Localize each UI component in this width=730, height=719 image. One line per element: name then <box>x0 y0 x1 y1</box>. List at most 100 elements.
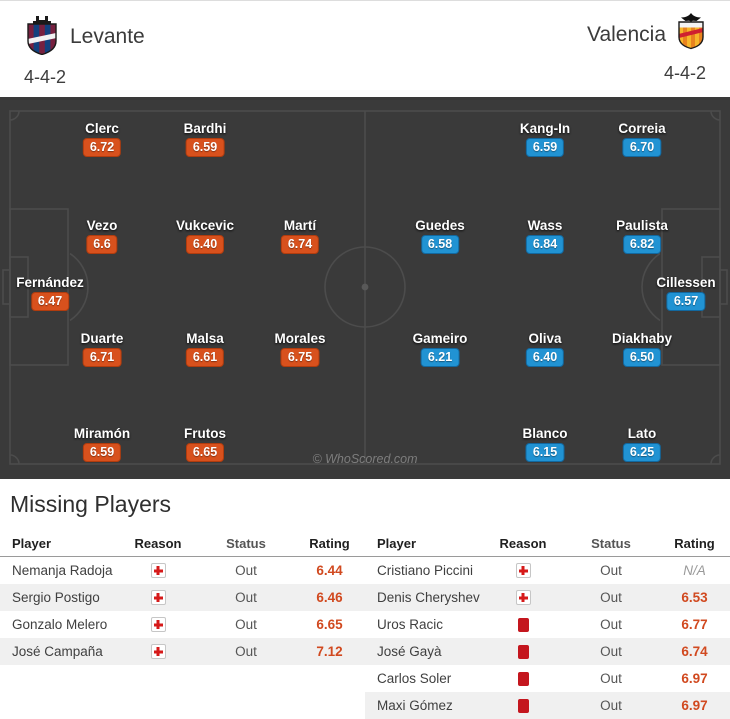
player-rating-badge: 6.75 <box>280 348 320 367</box>
levante-logo-icon[interactable] <box>24 13 60 60</box>
status-cell: Out <box>235 617 257 632</box>
player-marker[interactable]: Martí 6.74 <box>280 218 320 254</box>
player-rating-badge: 6.21 <box>420 348 460 367</box>
player-name: Frutos <box>184 426 226 441</box>
player-name: Vezo <box>86 218 118 233</box>
player-marker[interactable]: Wass 6.84 <box>525 218 565 254</box>
player-name: Blanco <box>522 426 568 441</box>
column-header-reason: Reason <box>134 535 182 551</box>
missing-player-name[interactable]: Sergio Postigo <box>12 590 100 605</box>
player-rating-badge: 6.72 <box>82 138 122 157</box>
player-marker[interactable]: Kang-In 6.59 <box>520 121 570 157</box>
player-marker[interactable]: Cillessen 6.57 <box>656 275 716 311</box>
missing-player-row: Carlos Soler Out 6.97 <box>365 665 730 692</box>
missing-player-row: José Campaña Out 7.12 <box>0 638 365 665</box>
missing-player-name[interactable]: Gonzalo Melero <box>12 617 108 632</box>
player-rating-badge: 6.82 <box>622 235 662 254</box>
reason-cell <box>130 590 186 605</box>
home-formation: 4-4-2 <box>24 67 67 87</box>
missing-player-name[interactable]: Denis Cheryshev <box>377 590 480 605</box>
status-cell: Out <box>235 590 257 605</box>
player-marker[interactable]: Paulista 6.82 <box>616 218 668 254</box>
missing-players-section: Missing Players Player Reason Status Rating… <box>0 479 730 719</box>
reason-cell <box>130 644 186 659</box>
missing-player-row: Uros Racic Out 6.77 <box>365 611 730 638</box>
injury-icon <box>150 644 166 659</box>
player-marker[interactable]: Diakhaby 6.50 <box>612 331 672 367</box>
home-team-name[interactable]: Levante <box>70 24 145 48</box>
rating-cell: N/A <box>683 563 706 578</box>
status-cell: Out <box>600 617 622 632</box>
player-marker[interactable]: Blanco 6.15 <box>522 426 568 462</box>
missing-player-row: Maxi Gómez Out 6.97 <box>365 692 730 719</box>
player-marker[interactable]: Lato 6.25 <box>622 426 662 462</box>
red-card-icon <box>517 644 529 659</box>
reason-cell <box>495 671 551 686</box>
missing-players-table-home: Player Reason Status Rating Nemanja Radoja Ou… <box>0 530 365 719</box>
status-cell: Out <box>600 698 622 713</box>
player-marker[interactable]: Gameiro 6.21 <box>413 331 467 367</box>
missing-players-header-row: Player Reason Status Rating <box>0 530 365 557</box>
rating-cell: 6.97 <box>681 698 708 713</box>
player-name: Lato <box>627 426 657 441</box>
player-marker[interactable]: Vezo 6.6 <box>86 218 118 254</box>
player-rating-badge: 6.40 <box>185 235 225 254</box>
missing-player-name[interactable]: José Campaña <box>12 644 103 659</box>
player-marker[interactable]: Correia 6.70 <box>618 121 666 157</box>
missing-player-name[interactable]: José Gayà <box>377 644 442 659</box>
player-marker[interactable]: Guedes 6.58 <box>415 218 465 254</box>
player-marker[interactable]: Miramón 6.59 <box>74 426 130 462</box>
player-marker[interactable]: Frutos 6.65 <box>184 426 226 462</box>
player-name: Duarte <box>80 331 124 346</box>
status-cell: Out <box>600 590 622 605</box>
column-header-status: Status <box>226 535 266 551</box>
player-rating-badge: 6.25 <box>622 443 662 462</box>
player-marker[interactable]: Bardhi 6.59 <box>184 121 226 157</box>
player-marker[interactable]: Oliva 6.40 <box>525 331 565 367</box>
player-marker[interactable]: Morales 6.75 <box>274 331 326 367</box>
player-name: Malsa <box>186 331 224 346</box>
missing-players-table-away: Player Reason Status Rating Cristiano Piccin… <box>365 530 730 719</box>
missing-players-title: Missing Players <box>10 491 172 517</box>
missing-player-row: José Gayà Out 6.74 <box>365 638 730 665</box>
injury-icon <box>150 563 166 578</box>
player-marker[interactable]: Vukcevic 6.40 <box>176 218 234 254</box>
rating-cell: 6.44 <box>316 563 343 578</box>
player-marker[interactable]: Fernández 6.47 <box>16 275 84 311</box>
player-rating-badge: 6.70 <box>622 138 662 157</box>
status-cell: Out <box>600 671 622 686</box>
missing-player-name[interactable]: Carlos Soler <box>377 671 452 686</box>
rating-cell: 7.12 <box>316 644 343 659</box>
missing-player-name[interactable]: Maxi Gómez <box>377 698 453 713</box>
player-name: Miramón <box>73 426 131 441</box>
missing-player-name[interactable]: Uros Racic <box>377 617 444 632</box>
player-name: Martí <box>283 218 317 233</box>
missing-player-name[interactable]: Cristiano Piccini <box>377 563 474 578</box>
home-team-block: Levante 4-4-2 <box>24 13 145 97</box>
player-name: Paulista <box>616 218 668 233</box>
player-rating-badge: 6.58 <box>420 235 460 254</box>
missing-player-row: Sergio Postigo Out 6.46 <box>0 584 365 611</box>
column-header-reason: Reason <box>499 535 547 551</box>
player-marker[interactable]: Malsa 6.61 <box>185 331 225 367</box>
player-rating-badge: 6.65 <box>185 443 225 462</box>
status-cell: Out <box>600 644 622 659</box>
player-name: Diakhaby <box>611 331 673 346</box>
player-name: Cillessen <box>656 275 716 290</box>
rating-cell: 6.74 <box>681 644 708 659</box>
reason-cell <box>130 617 186 632</box>
player-rating-badge: 6.15 <box>525 443 565 462</box>
player-marker[interactable]: Duarte 6.71 <box>80 331 124 367</box>
player-name: Fernández <box>16 275 84 290</box>
missing-player-name[interactable]: Nemanja Radoja <box>12 563 113 578</box>
player-marker[interactable]: Clerc 6.72 <box>82 121 122 157</box>
player-rating-badge: 6.6 <box>86 235 118 254</box>
player-rating-badge: 6.74 <box>280 235 320 254</box>
away-team-name[interactable]: Valencia <box>587 22 666 46</box>
valencia-logo-icon[interactable] <box>676 13 706 56</box>
status-cell: Out <box>235 563 257 578</box>
rating-cell: 6.97 <box>681 671 708 686</box>
missing-player-row: Nemanja Radoja Out 6.44 <box>0 557 365 584</box>
reason-cell <box>495 590 551 605</box>
red-card-icon <box>517 617 529 632</box>
